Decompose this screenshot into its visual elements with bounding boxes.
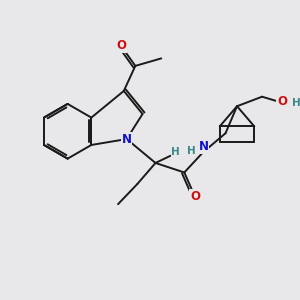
Text: N: N <box>199 140 208 153</box>
Text: O: O <box>116 39 126 52</box>
Text: N: N <box>122 133 132 146</box>
Text: O: O <box>190 190 200 203</box>
Text: O: O <box>277 95 287 108</box>
Text: H: H <box>187 146 195 156</box>
Text: H: H <box>292 98 300 108</box>
Text: H: H <box>171 147 180 157</box>
